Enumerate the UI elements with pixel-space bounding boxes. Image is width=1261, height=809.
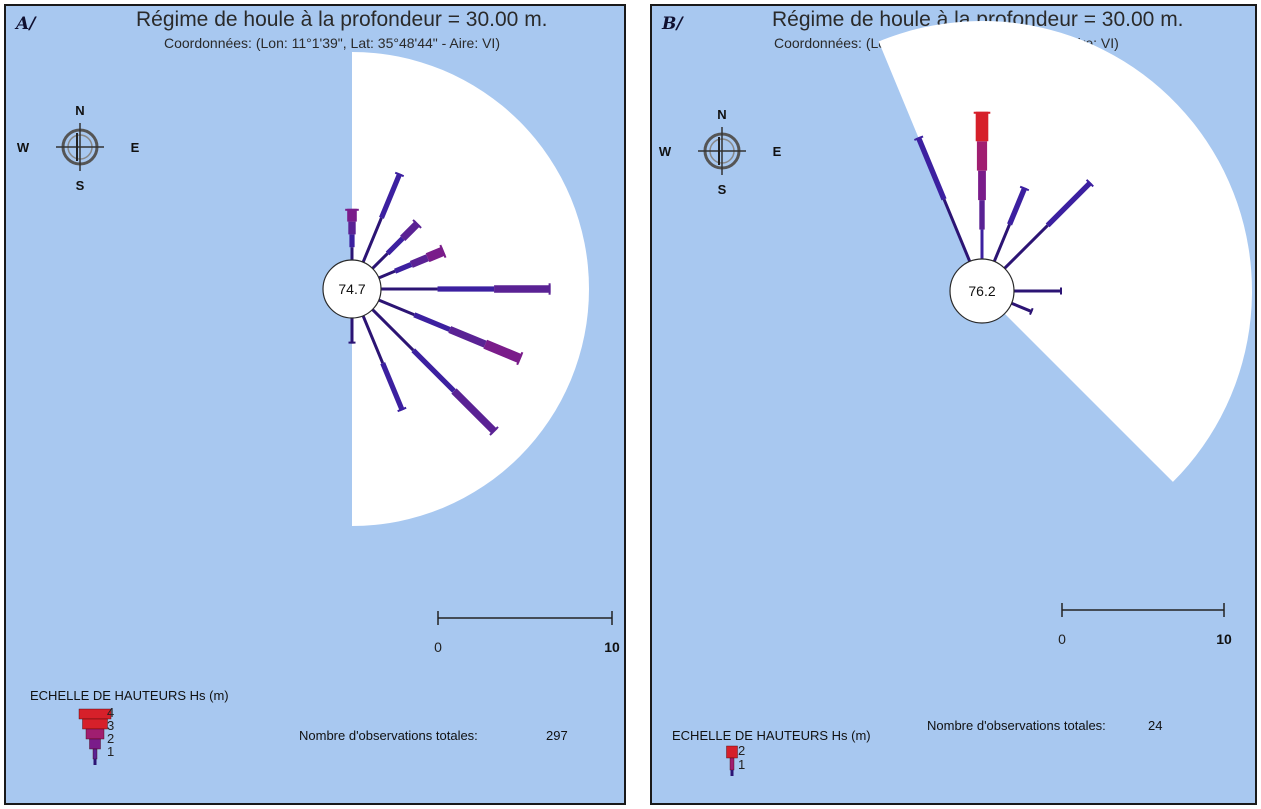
svg-text:S: S — [718, 182, 727, 197]
exposure-sector — [878, 21, 1252, 482]
legend-title: ECHELLE DE HAUTEURS Hs (m) — [672, 728, 871, 743]
calm-circle — [949, 258, 1015, 324]
direction-bar — [992, 185, 1030, 263]
calm-value: 76.2 — [968, 283, 995, 299]
wave-rose-b: N S E W 76.2 0 10 ECHELLE DE HAUTEURS Hs (m… — [659, 21, 1252, 776]
legend-level-label: 2 — [738, 743, 745, 758]
legend-level-label: 2 — [107, 731, 114, 746]
direction-bar — [1003, 179, 1094, 270]
scale-bar — [1061, 603, 1225, 617]
calm-circle — [322, 259, 382, 319]
svg-text:S: S — [76, 178, 85, 193]
chart-title: Régime de houle à la profondeur = 30.00 … — [772, 8, 1184, 31]
svg-text:N: N — [75, 103, 84, 118]
wave-rose-panel-b: B/ Régime de houle à la profondeur = 30.… — [650, 4, 1257, 805]
direction-bar — [361, 315, 407, 413]
wave-rose-panel-a: A/ Régime de houle à la profondeur = 30.… — [4, 4, 626, 805]
direction-bar — [913, 135, 972, 263]
direction-bar — [371, 308, 499, 436]
compass-rose-icon: N S E W — [659, 107, 782, 197]
hs-legend-marker — [726, 745, 738, 776]
svg-text:E: E — [773, 144, 782, 159]
wave-rose-a: N S E W 74.7 0 10 ECHELLE DE HAUTEURS Hs (m… — [17, 52, 620, 765]
scale-label-max: 10 — [604, 639, 620, 655]
observations-count: 297 — [546, 728, 568, 743]
legend-level-label: 1 — [107, 744, 114, 759]
observations-label: Nombre d'observations totales: — [927, 718, 1106, 733]
svg-text:W: W — [659, 144, 672, 159]
chart-title: Régime de houle à la profondeur = 30.00 … — [136, 8, 548, 31]
legend-level-label: 1 — [738, 757, 745, 772]
panel-letter: B/ — [662, 14, 683, 34]
svg-text:E: E — [131, 140, 140, 155]
direction-bar — [1010, 301, 1034, 316]
legend-level-label: 3 — [107, 718, 114, 733]
hs-legend-marker — [78, 708, 112, 765]
direction-bar — [361, 171, 405, 263]
legend-level-label: 4 — [107, 705, 114, 720]
calm-value: 74.7 — [338, 281, 365, 297]
compass-rose-icon: N S E W — [17, 103, 140, 193]
legend-title: ECHELLE DE HAUTEURS Hs (m) — [30, 688, 229, 703]
panel-letter: A/ — [16, 14, 36, 34]
scale-label-min: 0 — [434, 639, 442, 655]
direction-bar — [378, 244, 447, 280]
scale-bar — [437, 611, 613, 625]
svg-text:W: W — [17, 140, 30, 155]
chart-subtitle: Coordonnées: (Lon: 11°1'39", Lat: 35°48'… — [164, 35, 500, 51]
direction-bar — [378, 298, 524, 366]
scale-label-min: 0 — [1058, 631, 1066, 647]
direction-bar — [371, 219, 422, 270]
observations-label: Nombre d'observations totales: — [299, 728, 478, 743]
observations-count: 24 — [1148, 718, 1162, 733]
svg-text:N: N — [717, 107, 726, 122]
scale-label-max: 10 — [1216, 631, 1232, 647]
